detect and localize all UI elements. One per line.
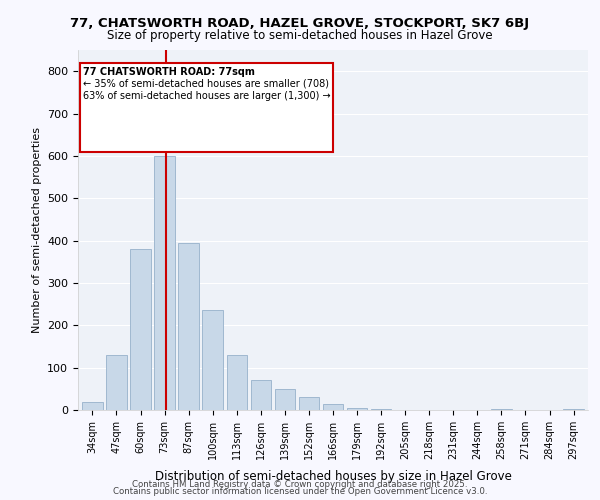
Text: Contains public sector information licensed under the Open Government Licence v3: Contains public sector information licen… [113, 487, 487, 496]
Bar [371, 408, 391, 410]
X-axis label: Distribution of semi-detached houses by size in Hazel Grove: Distribution of semi-detached houses by … [155, 470, 511, 483]
FancyBboxPatch shape [80, 62, 333, 152]
Y-axis label: Number of semi-detached properties: Number of semi-detached properties [32, 127, 41, 333]
Text: Size of property relative to semi-detached houses in Hazel Grove: Size of property relative to semi-detach… [107, 29, 493, 42]
Bar [299, 398, 319, 410]
Bar [130, 249, 151, 410]
Bar [106, 355, 127, 410]
Text: 63% of semi-detached houses are larger (1,300) →: 63% of semi-detached houses are larger (… [83, 90, 331, 101]
Bar [251, 380, 271, 410]
Text: Contains HM Land Registry data © Crown copyright and database right 2025.: Contains HM Land Registry data © Crown c… [132, 480, 468, 489]
Bar [202, 310, 223, 410]
Text: 77 CHATSWORTH ROAD: 77sqm: 77 CHATSWORTH ROAD: 77sqm [83, 67, 254, 77]
Bar [154, 156, 175, 410]
Bar [347, 408, 367, 410]
Bar [227, 355, 247, 410]
Bar [323, 404, 343, 410]
Bar [563, 408, 584, 410]
Bar [82, 402, 103, 410]
Bar [491, 408, 512, 410]
Text: ← 35% of semi-detached houses are smaller (708): ← 35% of semi-detached houses are smalle… [83, 79, 329, 89]
Bar [275, 389, 295, 410]
Text: 77, CHATSWORTH ROAD, HAZEL GROVE, STOCKPORT, SK7 6BJ: 77, CHATSWORTH ROAD, HAZEL GROVE, STOCKP… [70, 18, 530, 30]
Bar [178, 242, 199, 410]
